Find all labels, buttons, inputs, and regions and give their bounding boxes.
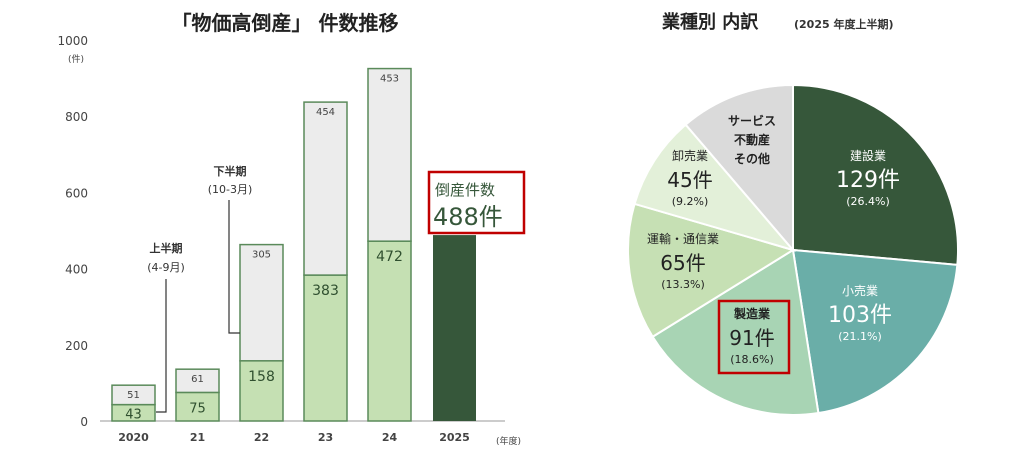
pie-slice-percent: (21.1%): [838, 330, 882, 343]
pie-slice: [633, 123, 796, 252]
pie-slice-label: 小売業: [842, 283, 878, 298]
pie-slice: [684, 83, 794, 253]
bar-value-first-half: 158: [248, 369, 275, 385]
pie-slice-percent: (13.3%): [661, 278, 705, 291]
pie-slice-count: 45件: [667, 168, 712, 192]
pie-slice-percent: (18.6%): [730, 353, 774, 366]
y-axis-unit: (件): [68, 53, 84, 65]
x-tick-label: 21: [190, 431, 205, 444]
pie-chart-title: 業種別 内訳: [661, 11, 759, 33]
pie-slice-label: 不動産: [734, 132, 770, 147]
pie-slice-percent: (26.4%): [846, 195, 890, 208]
x-axis-unit: (年度): [496, 435, 521, 447]
bar-value-second-half: 51: [127, 390, 140, 401]
pie-slice-label: 建設業: [850, 148, 886, 163]
x-tick-label: 24: [382, 431, 398, 444]
annotation-first-half-leader: [156, 279, 167, 413]
bar-first-half: [303, 274, 348, 422]
pie-slice-label: 運輸・通信業: [647, 231, 719, 246]
bar-value-first-half: 472: [376, 249, 403, 265]
x-tick-label: 22: [254, 431, 269, 444]
pie-slice-count: 129件: [836, 168, 900, 193]
x-tick-label: 2025: [439, 431, 470, 444]
annotation-second-half-months: (10-3月): [208, 183, 253, 196]
y-tick-label: 1000: [57, 34, 88, 48]
bar-value-first-half: 43: [125, 408, 142, 423]
highlight-value: 488件: [433, 203, 503, 231]
bar-first-half: [367, 240, 412, 422]
y-tick-label: 800: [65, 110, 88, 124]
bar-second-half: [175, 368, 220, 394]
pie-slice-count: 103件: [828, 303, 892, 328]
pie-slice: [791, 248, 959, 415]
bar-value-second-half: 454: [316, 107, 335, 118]
bar-second-half: [367, 67, 412, 242]
bar-second-half: [111, 384, 156, 406]
y-tick-label: 400: [65, 263, 88, 277]
pie-slice-label: サービス: [728, 113, 776, 128]
bar-value-first-half: 75: [189, 401, 206, 416]
pie-slice-label: 卸売業: [672, 148, 708, 163]
bar-second-half: [303, 101, 348, 276]
annotation-first-half: 上半期: [150, 241, 183, 255]
x-tick-label: 2020: [118, 431, 149, 444]
highlight-label: 倒産件数: [435, 181, 495, 199]
bar-value-second-half: 453: [380, 74, 399, 85]
bar-value-second-half: 61: [191, 374, 204, 385]
bar-chart-title: 「物価高倒産」 件数推移: [172, 11, 399, 35]
annotation-second-half-leader: [228, 200, 240, 334]
annotation-first-half-months: (4-9月): [147, 261, 185, 274]
highlight-box-manufacturing: [717, 299, 791, 375]
x-tick-label: 23: [318, 431, 333, 444]
pie-slice: [627, 202, 796, 339]
pie-slice-count: 65件: [660, 251, 705, 275]
highlight-box: [427, 170, 526, 235]
bar-second-half: [239, 243, 284, 362]
bar-value-first-half: 383: [312, 283, 339, 299]
pie-slice-label: 製造業: [733, 306, 771, 321]
pie-chart-subtitle: (2025 年度上半期): [794, 17, 894, 31]
annotation-second-half: 下半期: [214, 164, 247, 178]
bar-value-second-half: 305: [252, 250, 271, 261]
pie-slice-label: その他: [734, 151, 770, 166]
pie-slice-count: 91件: [729, 326, 774, 350]
y-tick-label: 0: [80, 415, 88, 429]
pie-slice-percent: (9.2%): [672, 195, 709, 208]
bar-2025-total: [433, 235, 476, 421]
pie-slice: [792, 83, 959, 266]
y-tick-label: 600: [65, 186, 88, 200]
y-tick-label: 200: [65, 339, 88, 353]
bar-first-half: [175, 391, 220, 422]
